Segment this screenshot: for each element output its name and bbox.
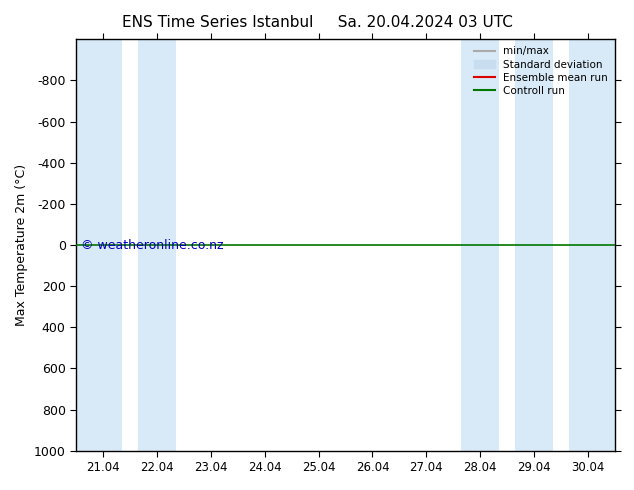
Bar — [569, 39, 615, 451]
Bar — [462, 39, 499, 451]
Y-axis label: Max Temperature 2m (°C): Max Temperature 2m (°C) — [15, 164, 29, 326]
Text: ENS Time Series Istanbul     Sa. 20.04.2024 03 UTC: ENS Time Series Istanbul Sa. 20.04.2024 … — [122, 15, 512, 30]
Legend: min/max, Standard deviation, Ensemble mean run, Controll run: min/max, Standard deviation, Ensemble me… — [470, 42, 612, 100]
Bar — [76, 39, 122, 451]
Bar — [515, 39, 553, 451]
Bar — [138, 39, 176, 451]
Text: © weatheronline.co.nz: © weatheronline.co.nz — [81, 239, 224, 252]
